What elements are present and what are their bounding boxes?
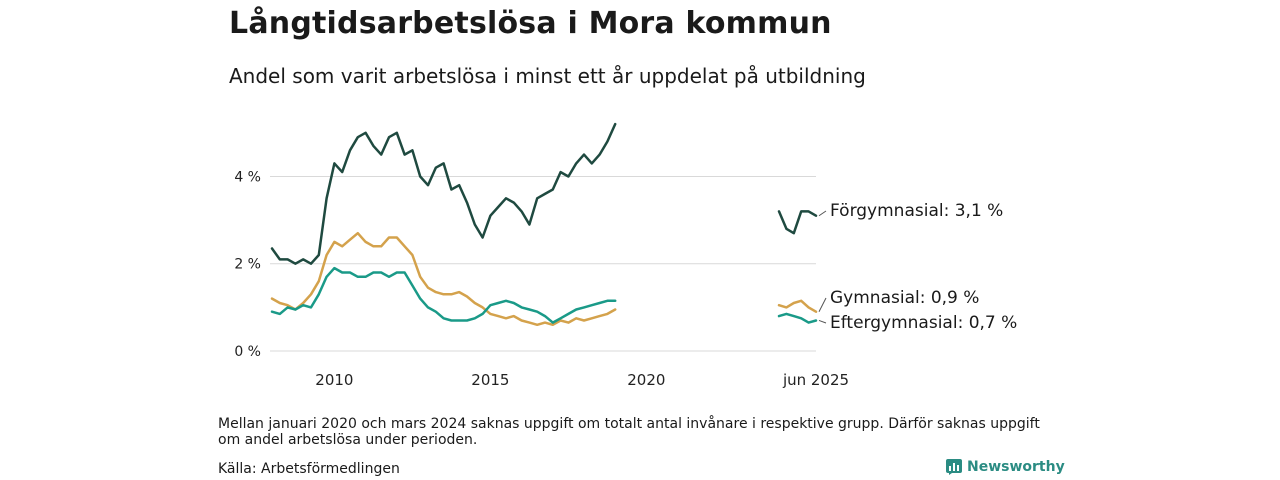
series-line-eftergymnasial <box>270 266 617 324</box>
y-tick-label: 0 % <box>234 344 261 360</box>
y-tick-label: 4 % <box>234 169 261 185</box>
footnote: Mellan januari 2020 och mars 2024 saknas… <box>218 416 1040 448</box>
series-end-label: Förgymnasial: 3,1 % <box>830 201 1003 221</box>
series-line-gymnasial <box>270 231 617 327</box>
x-tick-label: jun 2025 <box>782 371 849 389</box>
brand-logo: Newsworthy <box>946 459 1065 475</box>
series-line-gymnasial <box>777 299 818 313</box>
series-end-label: Eftergymnasial: 0,7 % <box>830 313 1017 333</box>
brand-name: Newsworthy <box>967 459 1065 475</box>
label-connector <box>818 319 827 324</box>
newsworthy-logo-icon <box>946 459 962 475</box>
x-tick-label: 2010 <box>315 371 353 389</box>
label-connector <box>818 210 827 217</box>
chart-subtitle: Andel som varit arbetslösa i minst ett å… <box>229 64 866 88</box>
series-line-forgymnasial <box>777 210 818 235</box>
x-tick-label: 2020 <box>627 371 665 389</box>
label-connector <box>818 297 827 312</box>
chart-title: Långtidsarbetslösa i Mora kommun <box>229 6 832 41</box>
series-line-forgymnasial <box>270 122 617 265</box>
y-tick-label: 2 % <box>234 257 261 273</box>
line-chart: 0 % 2 % 4 % 2010 2015 2020 jun 2025 Förgymnasia… <box>234 122 1017 389</box>
x-tick-label: 2015 <box>471 371 509 389</box>
source-note: Källa: Arbetsförmedlingen <box>218 461 400 477</box>
series-end-label: Gymnasial: 0,9 % <box>830 288 979 308</box>
series-line-eftergymnasial <box>777 312 818 324</box>
